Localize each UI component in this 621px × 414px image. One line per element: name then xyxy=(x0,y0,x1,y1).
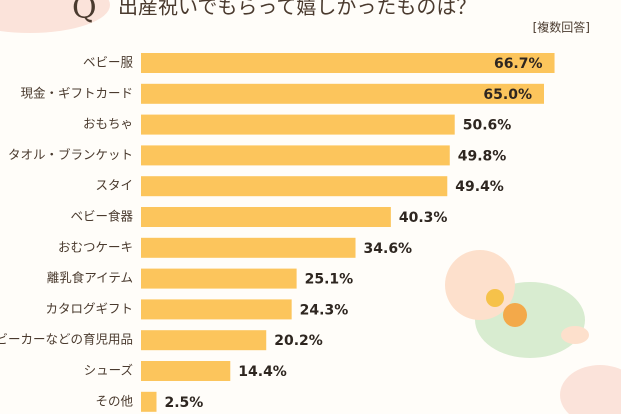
category-label: スタイ xyxy=(95,178,133,193)
q-mark: Q xyxy=(72,0,97,26)
value-label: 24.3% xyxy=(300,302,349,318)
value-label: 49.8% xyxy=(458,148,507,164)
category-label: おもちゃ xyxy=(83,116,133,131)
bar xyxy=(141,83,544,104)
value-label: 14.4% xyxy=(238,364,287,380)
bar xyxy=(141,53,555,73)
bar xyxy=(141,207,391,227)
category-label: 現金・ギフトカード xyxy=(20,85,133,100)
bar xyxy=(141,145,450,166)
decor-blob xyxy=(560,365,621,414)
decor-blob xyxy=(0,0,110,33)
chart-subtitle: [複数回答] xyxy=(533,20,590,35)
value-label: 49.4% xyxy=(455,179,504,195)
value-label: 34.6% xyxy=(364,241,413,257)
value-label: 50.6% xyxy=(463,118,512,134)
bar xyxy=(141,330,267,351)
category-label: シューズ xyxy=(84,363,133,378)
bar xyxy=(141,237,356,258)
value-label: 20.2% xyxy=(274,333,323,349)
baby-illustration xyxy=(445,250,589,358)
bar xyxy=(141,268,297,289)
category-label: ベビーカーなどの育児用品 xyxy=(0,332,133,347)
category-label: その他 xyxy=(95,393,133,408)
value-label: 66.7% xyxy=(494,56,543,72)
category-label: タオル・ブランケット xyxy=(8,147,133,162)
value-label: 65.0% xyxy=(483,87,532,103)
category-label: おむつケーキ xyxy=(58,239,133,254)
bar xyxy=(141,114,455,135)
value-label: 40.3% xyxy=(399,210,448,226)
bar xyxy=(141,391,157,412)
bar xyxy=(141,361,231,381)
value-label: 2.5% xyxy=(165,395,204,411)
category-label: 離乳食アイテム xyxy=(47,270,133,285)
value-label: 25.1% xyxy=(305,272,354,288)
category-label: ベビー服 xyxy=(83,55,134,70)
bar xyxy=(141,299,292,320)
bar xyxy=(141,176,448,197)
chart-title: 出産祝いでもらって嬉しかったものは？ xyxy=(118,0,476,19)
category-label: カタログギフト xyxy=(45,301,133,316)
category-label: ベビー食器 xyxy=(70,209,133,224)
